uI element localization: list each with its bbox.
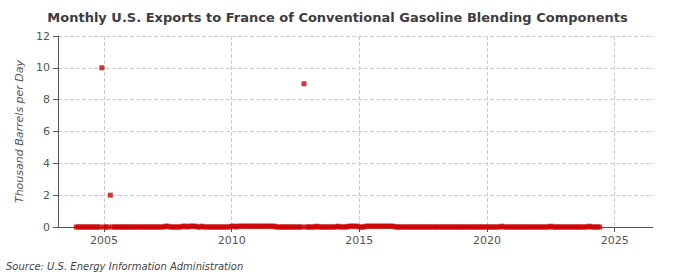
svg-text:Source: U.S. Energy Informatio: Source: U.S. Energy Information Administ…: [6, 261, 243, 272]
svg-text:2015: 2015: [345, 234, 373, 247]
svg-text:0: 0: [43, 221, 50, 234]
svg-text:2020: 2020: [473, 234, 501, 247]
svg-text:2: 2: [43, 189, 50, 202]
svg-text:4: 4: [43, 157, 50, 170]
svg-text:10: 10: [36, 61, 50, 74]
svg-text:Monthly U.S. Exports to France: Monthly U.S. Exports to France of Conven…: [47, 10, 628, 25]
svg-text:8: 8: [43, 93, 50, 106]
svg-text:2010: 2010: [218, 234, 246, 247]
svg-text:6: 6: [43, 125, 50, 138]
svg-text:Thousand Barrels per Day: Thousand Barrels per Day: [13, 59, 26, 203]
svg-text:2005: 2005: [90, 234, 118, 247]
svg-text:12: 12: [36, 30, 50, 43]
svg-text:2025: 2025: [601, 234, 629, 247]
